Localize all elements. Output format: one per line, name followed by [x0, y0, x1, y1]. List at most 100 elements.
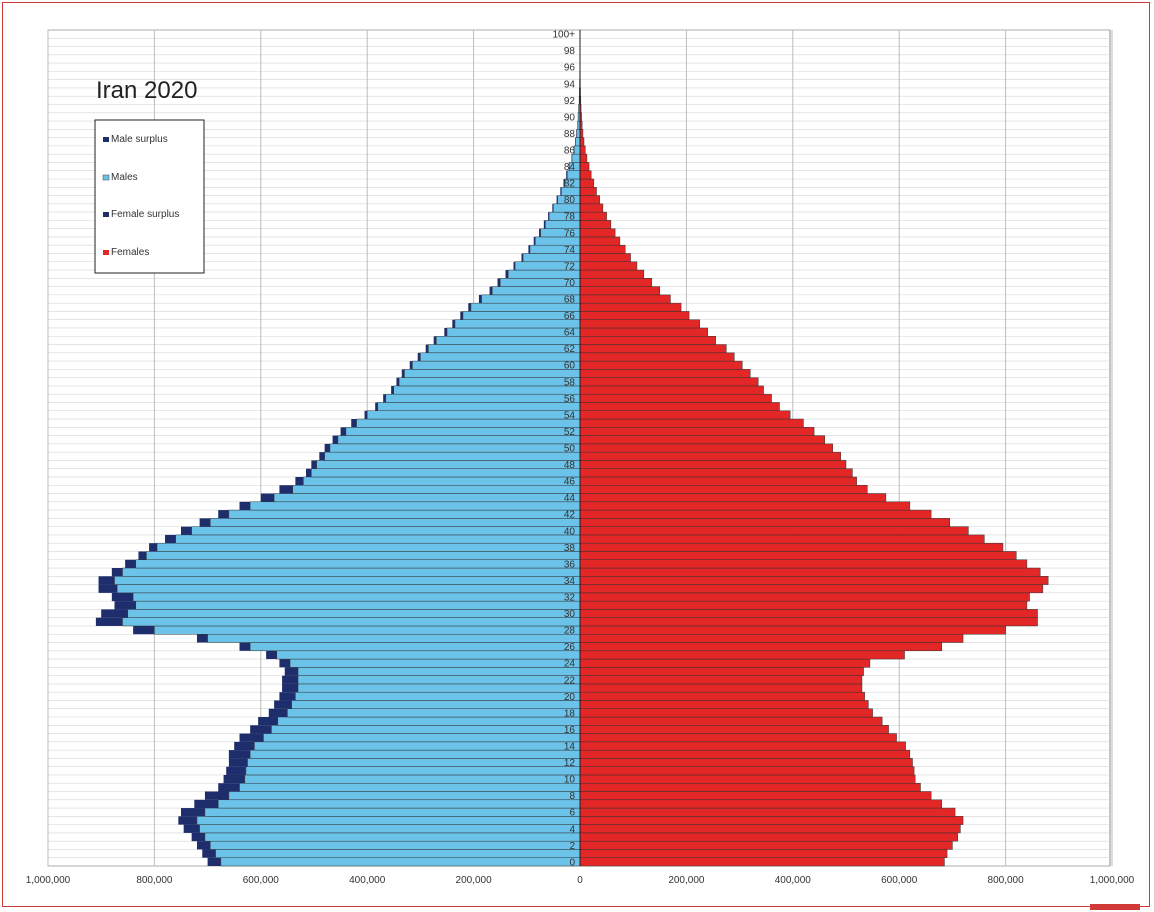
bar-male-surplus	[250, 725, 272, 734]
bar-male-surplus	[196, 841, 211, 850]
bar-male-surplus	[571, 154, 573, 163]
bar-females	[579, 377, 759, 387]
legend-label-females: Females	[111, 247, 149, 258]
bar-females	[579, 302, 682, 312]
bar-males	[196, 816, 581, 825]
legend-item-males: Males	[102, 172, 138, 183]
bar-females	[579, 352, 735, 362]
bar-females	[579, 443, 833, 453]
bar-males	[462, 311, 581, 320]
bar-females	[579, 824, 961, 834]
bar-male-surplus	[573, 145, 575, 155]
bar-male-surplus	[194, 799, 219, 809]
x-tick-label: 800,000	[136, 875, 173, 886]
age-label: 92	[564, 96, 576, 107]
bar-females	[579, 617, 1038, 627]
bar-males	[247, 758, 581, 767]
bar-females	[579, 236, 621, 246]
age-label: 16	[564, 725, 576, 736]
bar-females	[579, 683, 863, 693]
bar-male-surplus	[202, 849, 216, 858]
age-label: 98	[564, 46, 576, 57]
bar-females	[579, 526, 969, 536]
bar-males	[122, 567, 581, 577]
bar-females	[579, 162, 590, 171]
age-label: 12	[564, 758, 576, 769]
bar-male-surplus	[234, 741, 255, 751]
x-tick-label: 600,000	[243, 875, 280, 886]
bar-males	[249, 642, 581, 652]
age-label: 82	[564, 179, 576, 190]
bar-males	[295, 691, 581, 701]
bar-male-surplus	[543, 220, 546, 229]
bar-males	[276, 650, 581, 660]
bar-male-surplus	[228, 750, 251, 759]
bar-females	[579, 832, 958, 842]
bar-male-surplus	[489, 286, 493, 295]
bar-females	[579, 725, 889, 734]
bar-females	[579, 807, 956, 817]
bar-male-surplus	[98, 576, 115, 585]
bar-females	[579, 344, 727, 354]
bar-male-surplus	[568, 162, 570, 171]
age-label: 6	[569, 808, 575, 819]
x-tick-label: 1,000,000	[1090, 875, 1135, 886]
bar-females	[579, 625, 1006, 635]
age-label: 94	[564, 79, 576, 90]
bar-females	[579, 220, 612, 229]
bar-males	[228, 791, 581, 801]
bar-females	[579, 600, 1028, 610]
bar-male-surplus	[552, 203, 554, 213]
bar-females	[579, 518, 950, 527]
legend-item-females: Females	[103, 247, 149, 258]
bar-males	[436, 336, 581, 345]
bar-male-surplus	[111, 568, 123, 577]
bar-male-surplus	[533, 236, 536, 246]
bar-male-surplus	[306, 468, 312, 477]
bar-males	[303, 476, 581, 486]
bar-males	[249, 501, 581, 511]
bar-females	[579, 782, 921, 792]
bar-males	[210, 840, 581, 850]
bar-male-surplus	[279, 692, 296, 701]
bar-males	[114, 576, 581, 585]
bar-male-surplus	[460, 311, 463, 320]
age-label: 20	[564, 692, 576, 703]
bar-male-surplus	[178, 816, 197, 825]
bar-females	[579, 592, 1030, 602]
bar-males	[385, 393, 581, 403]
age-label: 28	[564, 626, 576, 637]
legend-box	[94, 119, 205, 274]
age-label: 84	[564, 162, 576, 173]
bar-males	[454, 319, 581, 329]
corner-tab	[1090, 904, 1140, 910]
bar-males	[277, 716, 581, 726]
bar-females	[579, 609, 1038, 618]
bar-females	[579, 195, 600, 205]
bar-male-surplus	[181, 808, 205, 817]
bar-male-surplus	[575, 137, 576, 146]
bar-males	[146, 551, 581, 560]
bar-males	[156, 542, 581, 552]
age-label: 44	[564, 493, 576, 504]
age-label: 86	[564, 146, 576, 157]
x-tick-label: 200,000	[668, 875, 705, 886]
bar-females	[579, 451, 841, 461]
bar-male-surplus	[468, 303, 471, 312]
bar-females	[579, 360, 743, 370]
legend-swatch-male-surplus	[103, 137, 109, 142]
bar-male-surplus	[204, 791, 229, 800]
bar-males	[215, 849, 581, 858]
bar-males	[297, 683, 581, 693]
bar-females	[579, 749, 911, 759]
bar-females	[579, 733, 897, 743]
bar-females	[579, 336, 716, 345]
bar-males	[220, 857, 581, 867]
age-label: 60	[564, 361, 576, 372]
age-label: 10	[564, 775, 576, 786]
bar-males	[393, 385, 581, 395]
bar-male-surplus	[218, 510, 229, 519]
bar-male-surplus	[556, 195, 558, 204]
